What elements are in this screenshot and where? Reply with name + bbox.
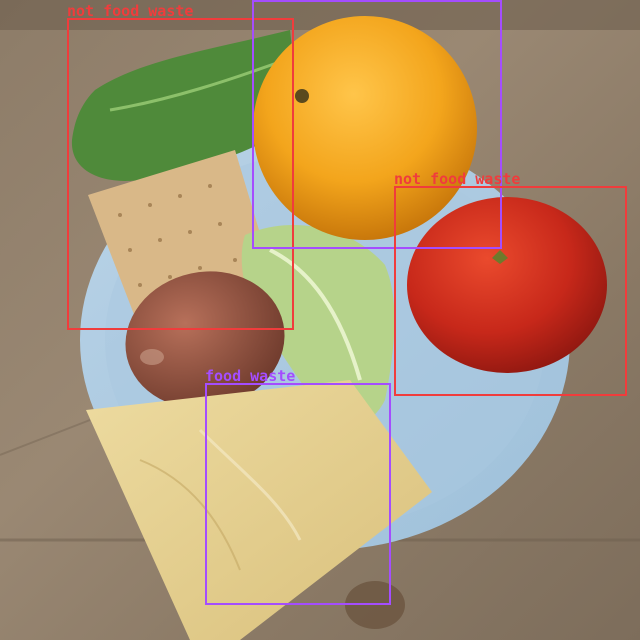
cheese-slice bbox=[86, 380, 432, 640]
detection-label: food_waste bbox=[205, 367, 296, 385]
detection-label: not_food_waste bbox=[394, 170, 521, 188]
lettuce-leaf bbox=[71, 30, 300, 181]
orange bbox=[253, 16, 477, 240]
detection-box-not-food-waste-2: not_food_waste bbox=[394, 172, 627, 396]
lettuce-light bbox=[241, 225, 395, 427]
cardboard-shadow bbox=[0, 0, 640, 30]
tomato bbox=[407, 197, 607, 373]
egg bbox=[125, 271, 285, 409]
detection-label: not_food_waste bbox=[67, 2, 194, 20]
detection-box-food-waste-1 bbox=[252, 0, 502, 249]
detection-box-food-waste-2: food_waste bbox=[205, 369, 391, 605]
detection-box-not-food-waste-1: not_food_waste bbox=[67, 4, 294, 330]
